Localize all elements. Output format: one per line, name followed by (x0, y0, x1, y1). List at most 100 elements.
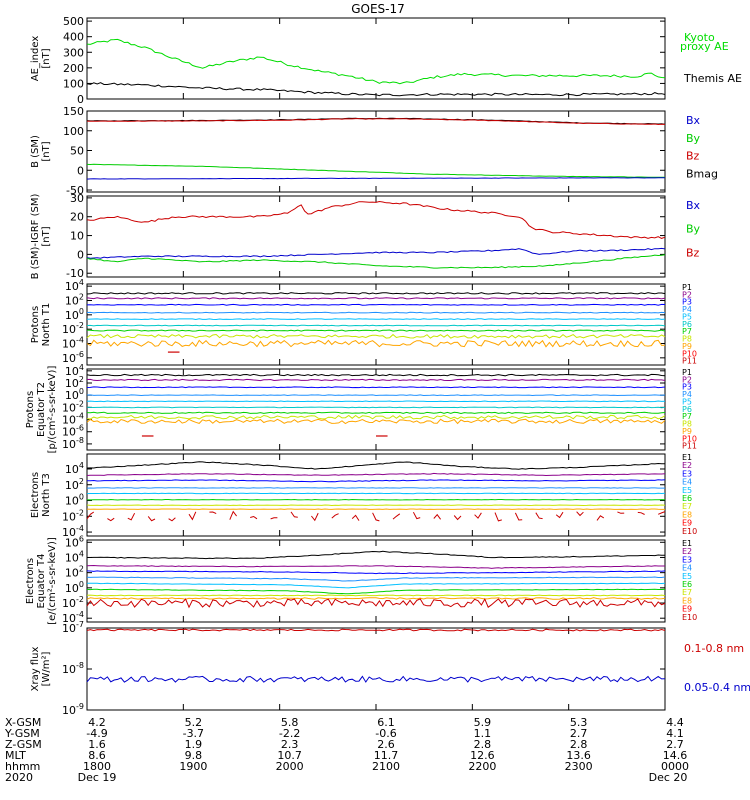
panel-frame (86, 627, 666, 711)
series-E4 (86, 576, 666, 582)
x-axis-value: 2.3 (281, 738, 299, 751)
series-E5 (86, 492, 666, 495)
y-tick-label: 102 (65, 477, 84, 492)
y-tick-exponent: 0 (79, 493, 84, 502)
legend-e10: E10 (682, 613, 697, 622)
y-tick-exponent: -6 (76, 350, 84, 359)
y-tick-exponent: 0 (79, 307, 84, 316)
legend-p2: P2 (682, 375, 692, 384)
legend-e1: E1 (682, 453, 692, 462)
y-axis-label-line: [e/(cm²-s-sr-keV)] (47, 537, 58, 625)
series-P9 (86, 339, 666, 348)
y-axis-label-line: [nT] (41, 48, 52, 68)
y-tick-exponent: -8 (76, 436, 84, 445)
legend-bz: Bz (686, 150, 700, 163)
y-tick-label: 100 (63, 77, 84, 90)
legend-p1: P1 (682, 283, 692, 292)
y-axis-label-line: B (SM)-IGRF (SM) (30, 194, 41, 280)
series-E7 (86, 594, 666, 597)
y-axis-label-line: Xray flux (30, 647, 41, 692)
x-axis-value: 5.9 (474, 716, 492, 729)
x-axis-value: 2200 (468, 760, 496, 773)
y-tick-exponent: -6 (76, 424, 84, 433)
y-tick-exponent: 2 (79, 292, 84, 301)
series-Bz (86, 200, 666, 239)
y-tick-exponent: -7 (76, 620, 84, 629)
y-axis-label: B (SM)[nT] (30, 135, 52, 168)
series-P7 (86, 329, 666, 332)
y-axis-label: ProtonsNorth T1 (30, 303, 52, 347)
x-axis-value: -3.7 (183, 727, 204, 740)
x-axis-value: 9.8 (185, 749, 203, 762)
legend-p7: P7 (682, 327, 692, 336)
y-tick-exponent: -4 (76, 610, 84, 619)
y-tick-exponent: -2 (76, 399, 84, 408)
panel-bsm: 150 100 50 0 -50 B (SM)[nT] Bx By Bz Bmag (30, 105, 718, 197)
series-P7 (86, 411, 666, 415)
series-E3 (86, 479, 666, 483)
row-label: hhmm (5, 760, 40, 773)
y-axis-label-line: Electrons (30, 472, 41, 518)
legend-p5: P5 (682, 397, 692, 406)
y-tick-label: 400 (63, 31, 84, 44)
legend-e3: E3 (682, 469, 692, 478)
series-E7 (86, 504, 666, 507)
y-tick-label: 10-4 (62, 335, 84, 350)
series-E3 (86, 570, 666, 575)
y-tick-label: 30 (70, 192, 84, 205)
legend-p8: P8 (682, 335, 692, 344)
y-axis-label: AE_index[nT] (30, 36, 52, 82)
panel-frame (86, 368, 666, 451)
legend-bmag: Bmag (686, 167, 718, 180)
x-axis-value: 0000 (661, 760, 689, 773)
panel-p_equator: 10410210010-210-410-610-8ProtonsEquator … (25, 363, 697, 454)
legend-p6: P6 (682, 320, 692, 329)
x-axis-value: 5.8 (281, 716, 299, 729)
y-tick-exponent: 0 (79, 580, 84, 589)
series-P4 (86, 394, 666, 397)
series-By (86, 163, 665, 178)
legend-p9: P9 (682, 342, 692, 351)
row-label: Y-GSM (4, 727, 40, 740)
y-tick-label: 500 (63, 15, 84, 28)
x-axis-value: 2.7 (666, 738, 684, 751)
legend-p9: P9 (682, 427, 692, 436)
y-tick-label: 100 (65, 307, 84, 322)
y-tick-label: 10-9 (62, 702, 84, 717)
y-axis-label-line: Electrons (25, 558, 36, 604)
legend-bx: Bx (686, 199, 701, 212)
x-axis-value: 5.2 (185, 716, 203, 729)
legend-xray-short: 0.05-0.4 nm (684, 681, 750, 694)
y-axis-label-line: North T3 (41, 473, 52, 517)
legend-bx: Bx (686, 114, 701, 127)
y-tick-label: 106 (65, 534, 84, 549)
series-E1 (86, 461, 665, 470)
series-E8 (86, 597, 666, 600)
y-tick-label: 104 (65, 278, 84, 293)
legend-p4: P4 (682, 390, 692, 399)
series-Kyoto proxy AE (86, 38, 666, 85)
legend-p11: P11 (682, 357, 697, 366)
y-axis-label: ElectronsEquator T4[e/(cm²-s-sr-keV)] (25, 537, 58, 625)
x-axis-value: 2.8 (474, 738, 492, 751)
legend-e6: E6 (682, 494, 692, 503)
x-axis-value: 4.4 (666, 716, 684, 729)
series-By (86, 254, 666, 269)
x-axis-value: 1.9 (185, 738, 203, 751)
legend-e3: E3 (682, 555, 692, 564)
legend-by: By (686, 132, 701, 145)
y-tick-exponent: -8 (76, 661, 84, 670)
y-tick-exponent: 4 (79, 461, 84, 470)
series-Bx (86, 247, 666, 259)
row-label: Z-GSM (5, 738, 42, 751)
x-axis-value: 14.6 (663, 749, 688, 762)
x-axis-value: 1900 (179, 760, 207, 773)
y-axis-label-line: North T1 (41, 303, 52, 347)
legend-e5: E5 (682, 572, 692, 581)
y-tick-exponent: 2 (79, 565, 84, 574)
series-P6 (86, 406, 666, 409)
y-axis-label-line: [p/(cm²-s-sr-keV)] (47, 366, 58, 454)
y-tick-label: 102 (65, 292, 84, 307)
